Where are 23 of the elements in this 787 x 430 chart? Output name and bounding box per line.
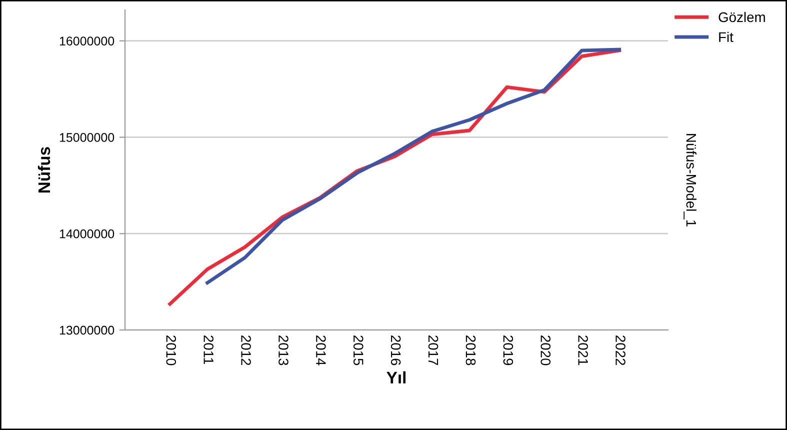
y-tick-label: 13000000 xyxy=(60,326,114,335)
legend-label: Fit xyxy=(719,32,734,42)
x-tick-label: 2020 xyxy=(540,336,551,366)
y-tick-label: 16000000 xyxy=(60,36,114,46)
x-tick-label: 2013 xyxy=(278,336,288,366)
line-series xyxy=(206,48,622,285)
legend-label: Gözlem xyxy=(718,12,765,22)
x-tick-label: 2021 xyxy=(578,336,588,366)
x-tick-label: 2019 xyxy=(503,336,514,366)
x-axis-title: Yıl xyxy=(386,371,406,384)
x-tick-label: 2014 xyxy=(316,336,326,366)
y-tick-label: 14000000 xyxy=(60,229,114,238)
x-tick-label: 2010 xyxy=(166,336,176,366)
x-tick-label: 2015 xyxy=(353,336,364,366)
x-tick-label: 2017 xyxy=(428,336,438,366)
x-tick-label: 2022 xyxy=(616,336,626,366)
x-tick-label: 2016 xyxy=(390,336,401,366)
text: Nüfus-Model_1 xyxy=(684,134,696,226)
x-tick-label: 2012 xyxy=(241,336,251,366)
x-tick-label: 2011 xyxy=(204,336,214,364)
y-axis-title: Nüfus xyxy=(38,147,50,192)
y-tick-label: 15000000 xyxy=(60,133,114,142)
x-tick-label: 2018 xyxy=(466,336,476,366)
